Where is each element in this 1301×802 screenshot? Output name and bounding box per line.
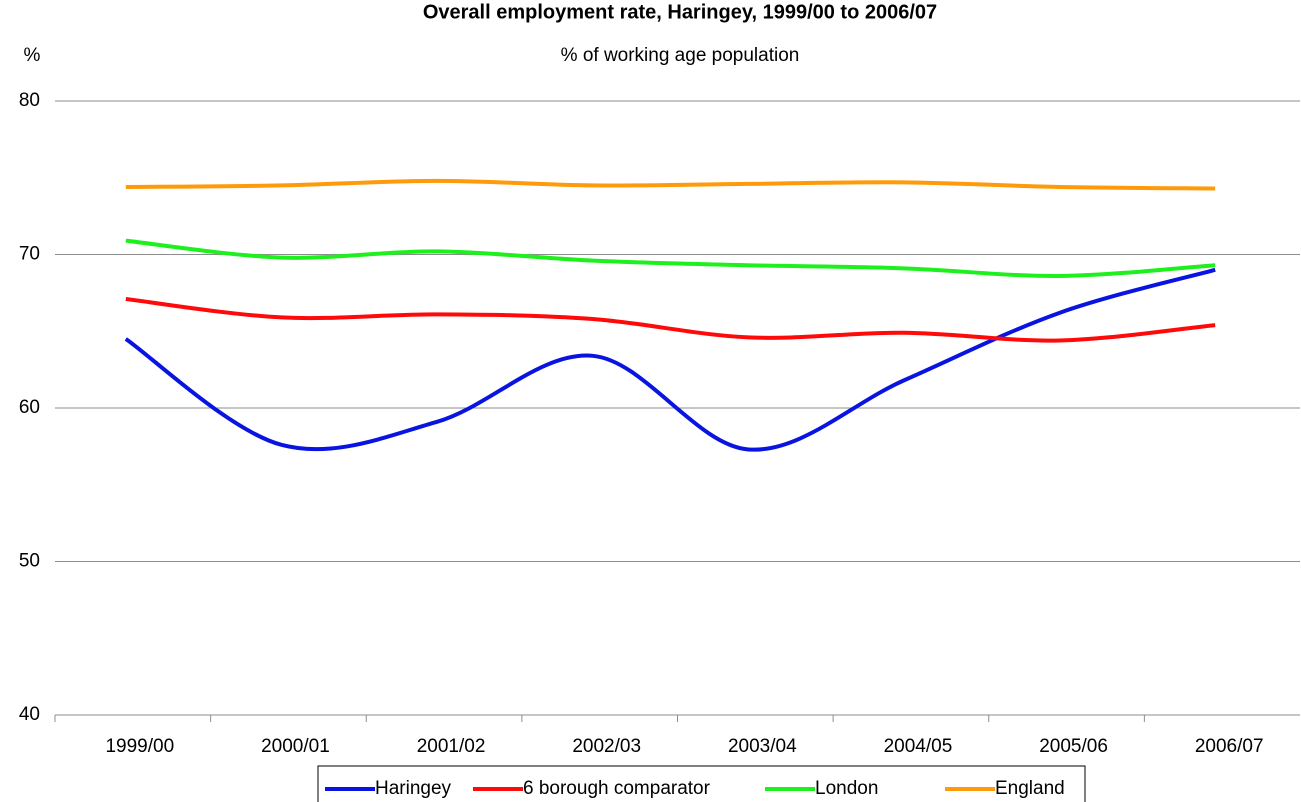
legend-label: London <box>815 778 878 799</box>
y-tick-label: 80 <box>19 90 40 111</box>
x-tick-label: 2003/04 <box>728 736 797 757</box>
y-tick-label: 60 <box>19 397 40 418</box>
legend-box <box>317 765 1086 802</box>
y-tick-label: 50 <box>19 551 40 572</box>
y-tick-label: 40 <box>19 704 40 725</box>
y-axis-label: % <box>24 45 41 66</box>
legend-label: Haringey <box>375 778 452 799</box>
x-tick-label: 2004/05 <box>884 736 953 757</box>
line <box>125 297 1216 343</box>
chart-title: Overall employment rate, Haringey, 1999/… <box>423 1 937 23</box>
x-tick-label: 2006/07 <box>1195 736 1264 757</box>
x-tick-label: 1999/00 <box>105 736 174 757</box>
x-tick-label: 2002/03 <box>572 736 641 757</box>
legend-label: England <box>995 778 1065 799</box>
x-tick-label: 2000/01 <box>261 736 330 757</box>
line <box>125 178 1216 191</box>
line <box>125 238 1216 278</box>
x-tick-label: 2001/02 <box>417 736 486 757</box>
y-tick-label: 70 <box>19 244 40 265</box>
x-tick-label: 2005/06 <box>1039 736 1108 757</box>
chart-subtitle: % of working age population <box>561 45 800 66</box>
legend-label: 6 borough comparator <box>523 778 711 799</box>
line <box>124 267 1216 452</box>
